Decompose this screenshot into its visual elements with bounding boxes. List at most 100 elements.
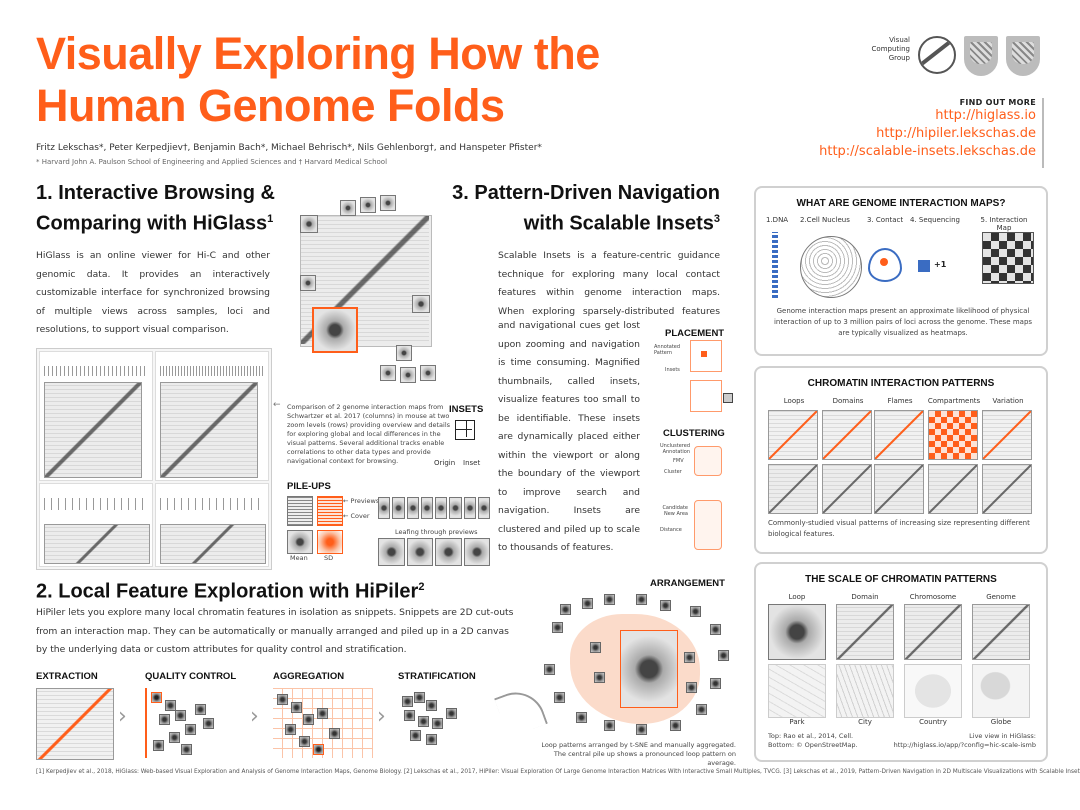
section1-body: HiGlass is an online viewer for Hi-C and…	[36, 250, 270, 335]
section3-body-top: Scalable Insets is a feature-centric gui…	[498, 250, 720, 317]
panel-patterns: CHROMATIN INTERACTION PATTERNS Loops Dom…	[754, 366, 1048, 554]
flow-arrow-icon: ›	[250, 704, 259, 729]
pattern-compartments-real	[928, 464, 978, 514]
clustering-diagram-2	[694, 500, 722, 550]
references: [1] Kerpedjiev et al., 2018, HiGlass: We…	[36, 769, 1080, 775]
scale-domain: Domain	[851, 593, 879, 601]
poster-title: Visually Exploring How the Human Genome …	[36, 28, 756, 132]
higlass-view-bottom-left	[39, 483, 153, 567]
panel-patterns-title: CHROMATIN INTERACTION PATTERNS	[807, 378, 995, 389]
scale-country-map	[904, 664, 962, 718]
pattern-loops-real	[768, 464, 818, 514]
aggregation-grid	[273, 688, 373, 758]
plus-one: +1	[934, 260, 947, 269]
inset-thumb	[412, 295, 430, 313]
pileups-previews-label: ← Previews	[343, 497, 380, 505]
clustering-cluster: Cluster	[664, 469, 682, 475]
section3-body-rest: and navigational cues get lost upon zoom…	[498, 320, 640, 553]
inset-thumb	[340, 200, 356, 216]
live-view-link[interactable]: http://higlass.io/app/?config=hic-scale-…	[893, 741, 1036, 749]
step-dna: 1.DNA	[766, 216, 789, 224]
higlass-screenshot	[36, 348, 272, 570]
highlighted-inset	[312, 307, 358, 353]
pattern-compartments: Compartments	[927, 397, 981, 405]
stage-aggregation: AGGREGATION	[273, 671, 345, 682]
panel-patterns-caption: Commonly-studied visual patterns of incr…	[768, 519, 1030, 538]
step-sequencing: 4. Sequencing	[910, 216, 960, 224]
pattern-loops: Loops	[783, 397, 805, 405]
higlass-view-top-left	[39, 351, 153, 481]
clustering-diagram	[694, 446, 722, 476]
scalable-insets-figure	[300, 195, 440, 385]
scale-park-map	[768, 664, 826, 718]
inset-thumb	[360, 197, 376, 213]
hms-shield-icon	[1006, 36, 1040, 76]
panel-genome-caption: Genome interaction maps present an appro…	[773, 307, 1033, 337]
scale-park: Park	[789, 718, 805, 726]
scale-globe-map	[972, 664, 1030, 718]
affiliations: * Harvard John A. Paulson School of Engi…	[36, 158, 388, 166]
clustering-label: CLUSTERING	[663, 428, 725, 439]
placement-annotated: Annotated Pattern	[654, 344, 681, 356]
scale-chromosome-img	[904, 604, 962, 660]
pattern-domains-real	[822, 464, 872, 514]
panel-scale-title: THE SCALE OF CHROMATIN PATTERNS	[805, 574, 997, 585]
interaction-map-icon	[982, 232, 1034, 284]
origin-box-icon	[455, 420, 475, 440]
stratification-scatter	[398, 688, 498, 758]
vcg-logo-icon	[918, 36, 956, 74]
link-hipiler[interactable]: http://hipiler.lekschas.de	[876, 126, 1036, 141]
track-bars	[160, 366, 264, 376]
track-bars	[44, 366, 148, 376]
section2-body: HiPiler lets you explore many local chro…	[36, 607, 514, 655]
placement-label: PLACEMENT	[665, 328, 725, 339]
pileup-stack-orange	[317, 496, 343, 526]
scale-city: City	[858, 718, 872, 726]
heatmap	[44, 382, 142, 478]
link-scalable-insets[interactable]: http://scalable-insets.lekschas.de	[819, 144, 1036, 159]
step-contact: 3. Contact	[867, 216, 904, 224]
pileup-sd	[317, 530, 343, 554]
contact-icon	[868, 248, 902, 282]
pattern-flames-diagram	[874, 410, 924, 460]
inset-thumb	[396, 345, 412, 361]
placement-insets: Insets	[665, 367, 680, 373]
logos: Visual Computing Group	[872, 36, 1040, 76]
scale-genome: Genome	[986, 593, 1016, 601]
central-pile	[620, 630, 678, 708]
inset-thumb	[380, 195, 396, 211]
insets-origin-label: Origin	[434, 459, 456, 467]
clustering-fmv: FMV	[673, 458, 684, 464]
pileups-leafing-label: Leafing through previews	[395, 528, 478, 536]
quality-control-scatter	[145, 688, 245, 758]
pileups-sd-label: SD	[324, 554, 334, 562]
stage-quality-control: QUALITY CONTROL	[145, 671, 237, 682]
placement-diagram	[690, 340, 722, 372]
scale-country: Country	[919, 718, 947, 726]
flow-arrow-icon: ›	[377, 704, 386, 729]
pattern-variation-diagram	[982, 410, 1032, 460]
scale-globe: Globe	[990, 718, 1012, 726]
extraction-heatmap	[36, 688, 114, 760]
link-higlass[interactable]: http://higlass.io	[935, 108, 1036, 123]
pattern-variation: Variation	[992, 397, 1024, 405]
scale-city-map	[836, 664, 894, 718]
insets-label: INSETS	[449, 404, 484, 415]
preview-strip	[378, 497, 490, 519]
inset-thumb	[380, 365, 396, 381]
pileups-label: PILE-UPS	[287, 481, 331, 492]
pileup-mean	[287, 530, 313, 554]
find-out-more: FIND OUT MORE http://higlass.io http://h…	[819, 98, 1036, 161]
panel-genome-maps: WHAT ARE GENOME INTERACTION MAPS? 1.DNA …	[754, 186, 1048, 356]
caption-arrow-icon: ←	[273, 400, 281, 410]
step-nucleus: 2.Cell Nucleus	[800, 216, 850, 224]
pileup-stack	[287, 496, 313, 526]
clustering-unclustered: Unclustered Annotation	[660, 443, 690, 455]
scale-genome-img	[972, 604, 1030, 660]
arrangement-label: ARRANGEMENT	[650, 578, 725, 589]
inset-thumb	[300, 215, 318, 233]
title-line-2: Human Genome Folds	[36, 80, 505, 131]
pattern-flames-real	[874, 464, 924, 514]
scale-credit: Top: Rao et al., 2014, Cell. Bottom: © O…	[768, 732, 858, 749]
insets-inset-label: Inset	[463, 459, 481, 467]
